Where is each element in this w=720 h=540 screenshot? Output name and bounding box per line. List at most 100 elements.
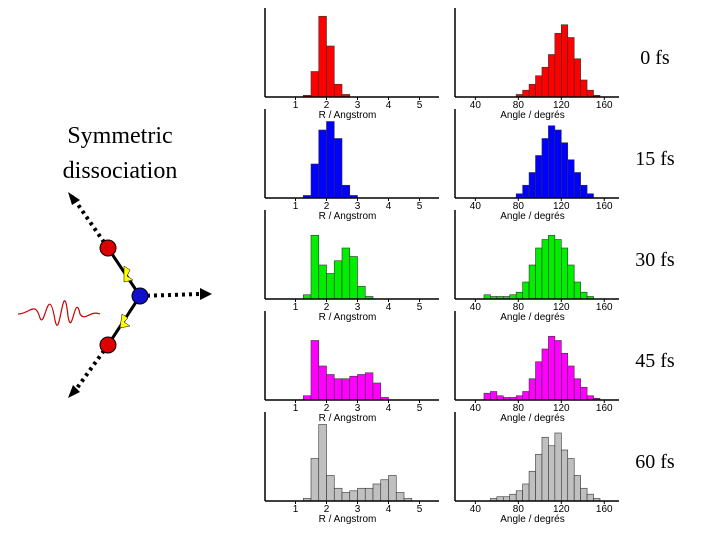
bar [326,273,335,300]
bar [364,372,374,401]
bar [318,15,327,98]
x-axis-label: R / Angstrom [319,413,377,424]
bar [318,424,327,502]
bar [310,234,320,300]
bar [310,163,320,199]
time-label: 15 fs [635,148,675,170]
bar [310,71,320,98]
arrow [70,343,110,397]
bar [554,340,562,401]
x-tick-label: 3 [355,403,361,414]
x-tick-label: 80 [513,201,525,212]
bar [509,493,517,502]
bar [554,432,562,502]
bar [310,340,320,401]
bar [541,138,549,199]
x-axis-label: Angle / degrés [500,312,565,323]
x-tick-label: 2 [324,100,330,111]
x-tick-label: 120 [553,302,570,313]
bar [522,89,530,98]
x-tick-label: 5 [417,403,423,414]
bar [554,239,562,300]
bar [580,386,588,401]
bar [318,129,327,199]
bar [535,453,543,502]
bar [341,184,351,199]
bar [522,391,530,401]
x-tick-label: 3 [355,100,361,111]
bar [357,374,366,401]
bar [560,24,569,98]
x-axis-label: R / Angstrom [319,312,377,323]
x-tick-label: 5 [417,201,423,212]
molecule [17,192,212,398]
bar [567,159,575,199]
x-tick-label: 1 [293,201,299,212]
bar [535,155,543,199]
heading-line: dissociation [63,158,178,184]
bar [333,83,343,98]
bar [318,264,327,300]
x-tick-label: 1 [293,403,299,414]
bar [580,184,588,199]
x-tick-label: 4 [386,403,392,414]
bar [522,184,530,199]
bar [528,83,536,98]
arrow [139,292,201,298]
bar [535,75,543,98]
x-tick-label: 160 [596,100,613,111]
bar [567,365,575,401]
bar [522,281,530,300]
bar [541,348,549,401]
bar [490,391,498,401]
x-tick-label: 40 [470,201,482,212]
bar [349,256,358,300]
x-tick-label: 160 [596,504,613,515]
bar [548,445,556,502]
bar [580,79,588,98]
bar [560,449,569,502]
bar [483,392,491,401]
bar [326,374,335,401]
x-axis-label: Angle / degrés [500,110,565,121]
x-tick-label: 3 [355,302,361,313]
bar [541,239,549,300]
bar [586,493,594,502]
bar [333,138,343,199]
bar [372,483,382,502]
bar [333,378,343,401]
x-tick-label: 2 [324,201,330,212]
x-axis-label: R / Angstrom [319,110,377,121]
bar [541,436,549,502]
bar [341,247,351,300]
bar [380,479,389,502]
bar [548,54,556,98]
x-tick-label: 2 [324,302,330,313]
arrow-head [68,192,80,205]
bar [528,172,536,199]
x-tick-label: 40 [470,302,482,313]
bar [548,234,556,300]
bar [535,247,543,300]
bar [528,264,536,300]
x-tick-label: 120 [553,100,570,111]
x-tick-label: 2 [324,403,330,414]
x-axis-label: Angle / degrés [500,211,565,222]
bar [560,247,569,300]
x-tick-label: 80 [513,100,525,111]
x-tick-label: 40 [470,403,482,414]
bar [554,129,562,199]
bar [341,378,351,401]
x-tick-label: 160 [596,302,613,313]
bar [554,32,562,98]
x-tick-label: 160 [596,201,613,212]
x-tick-label: 80 [513,302,525,313]
x-tick-label: 4 [386,504,392,515]
pulse [17,300,101,326]
bar [395,492,405,502]
arrow-head [68,385,80,398]
bar [388,475,397,502]
bar [528,470,536,502]
x-tick-label: 1 [293,504,299,515]
